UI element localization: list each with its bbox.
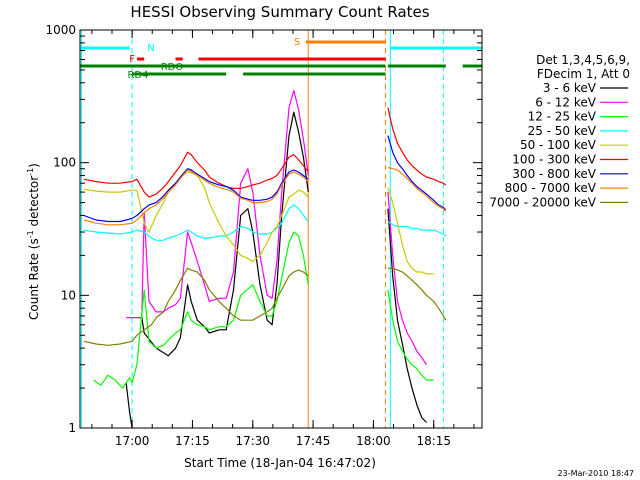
series-line-25-50-kev [83, 204, 447, 241]
y-tick-label: 1 [68, 421, 76, 435]
footer-timestamp: 23-Mar-2010 18:47 [558, 469, 635, 478]
y-tick-label: 10 [61, 288, 76, 302]
series-line-100-300-kev [83, 107, 447, 198]
legend-label-800-7000-kev: 800 - 7000 keV [505, 181, 597, 195]
x-tick-label: 17:30 [235, 434, 270, 448]
x-tick-label: 18:15 [416, 434, 451, 448]
series-line-7000-20000-kev [83, 267, 447, 346]
flag-label-rd4: RD4 [127, 70, 148, 81]
legend-label-25-50-kev: 25 - 50 keV [528, 124, 597, 138]
x-tick-label: 17:00 [115, 434, 150, 448]
series-line-50-100-kev [83, 171, 434, 275]
y-axis-label-superscript-1: -1 [26, 230, 35, 238]
legend: Det 1,3,4,5,6,9, FDecim 1, Att 0 3 - 6 k… [489, 53, 630, 209]
legend-label-6-12-kev: 6 - 12 keV [535, 95, 597, 109]
y-axis-ticks: 1 10 100 1000 [45, 23, 482, 435]
flag-label-rdo: RDO [161, 62, 184, 73]
flag-label-n: N [147, 43, 154, 54]
flag-bars: N F S RDO RD4 [80, 37, 482, 81]
flag-label-f: F [129, 54, 135, 65]
legend-label-300-800-kev: 300 - 800 keV [512, 167, 596, 181]
x-tick-label: 18:00 [356, 434, 391, 448]
legend-label-12-25-kev: 12 - 25 keV [528, 110, 597, 124]
series-line-6-12-kev [126, 89, 427, 366]
y-axis-label-superscript-2: -1 [26, 168, 35, 176]
series-line-300-800-kev [83, 135, 447, 223]
y-axis-label-close: ) [27, 163, 41, 168]
legend-label-3-6-kev: 3 - 6 keV [543, 81, 597, 95]
flag-label-s: S [294, 37, 300, 48]
y-axis-label-detector: detector [27, 176, 41, 231]
plot-frame [79, 29, 483, 429]
series-layer [83, 89, 447, 429]
legend-label-7000-20000-kev: 7000 - 20000 keV [489, 195, 596, 209]
x-axis-label: Start Time (18-Jan-04 16:47:02) [184, 456, 376, 470]
series-line-800-7000-kev [83, 166, 447, 226]
x-tick-label: 17:15 [175, 434, 210, 448]
legend-header-decimation: FDecim 1, Att 0 [537, 67, 630, 81]
chart-title: HESSI Observing Summary Count Rates [130, 3, 429, 21]
y-axis-label-main: Count Rate (s [27, 238, 41, 320]
legend-label-100-300-kev: 100 - 300 keV [512, 153, 596, 167]
series-line-3-6-kev [125, 111, 427, 429]
series-line-12-25-kev [93, 231, 434, 389]
legend-header-detectors: Det 1,3,4,5,6,9, [536, 53, 630, 67]
legend-label-50-100-kev: 50 - 100 keV [520, 138, 597, 152]
y-axis-label: Count Rate (s-1 detector-1) [26, 163, 41, 320]
x-axis-ticks: 17:00 17:15 17:30 17:45 18:00 18:15 [91, 30, 475, 448]
y-tick-label: 1000 [45, 23, 76, 37]
y-tick-label: 100 [53, 156, 76, 170]
x-tick-label: 17:45 [296, 434, 331, 448]
